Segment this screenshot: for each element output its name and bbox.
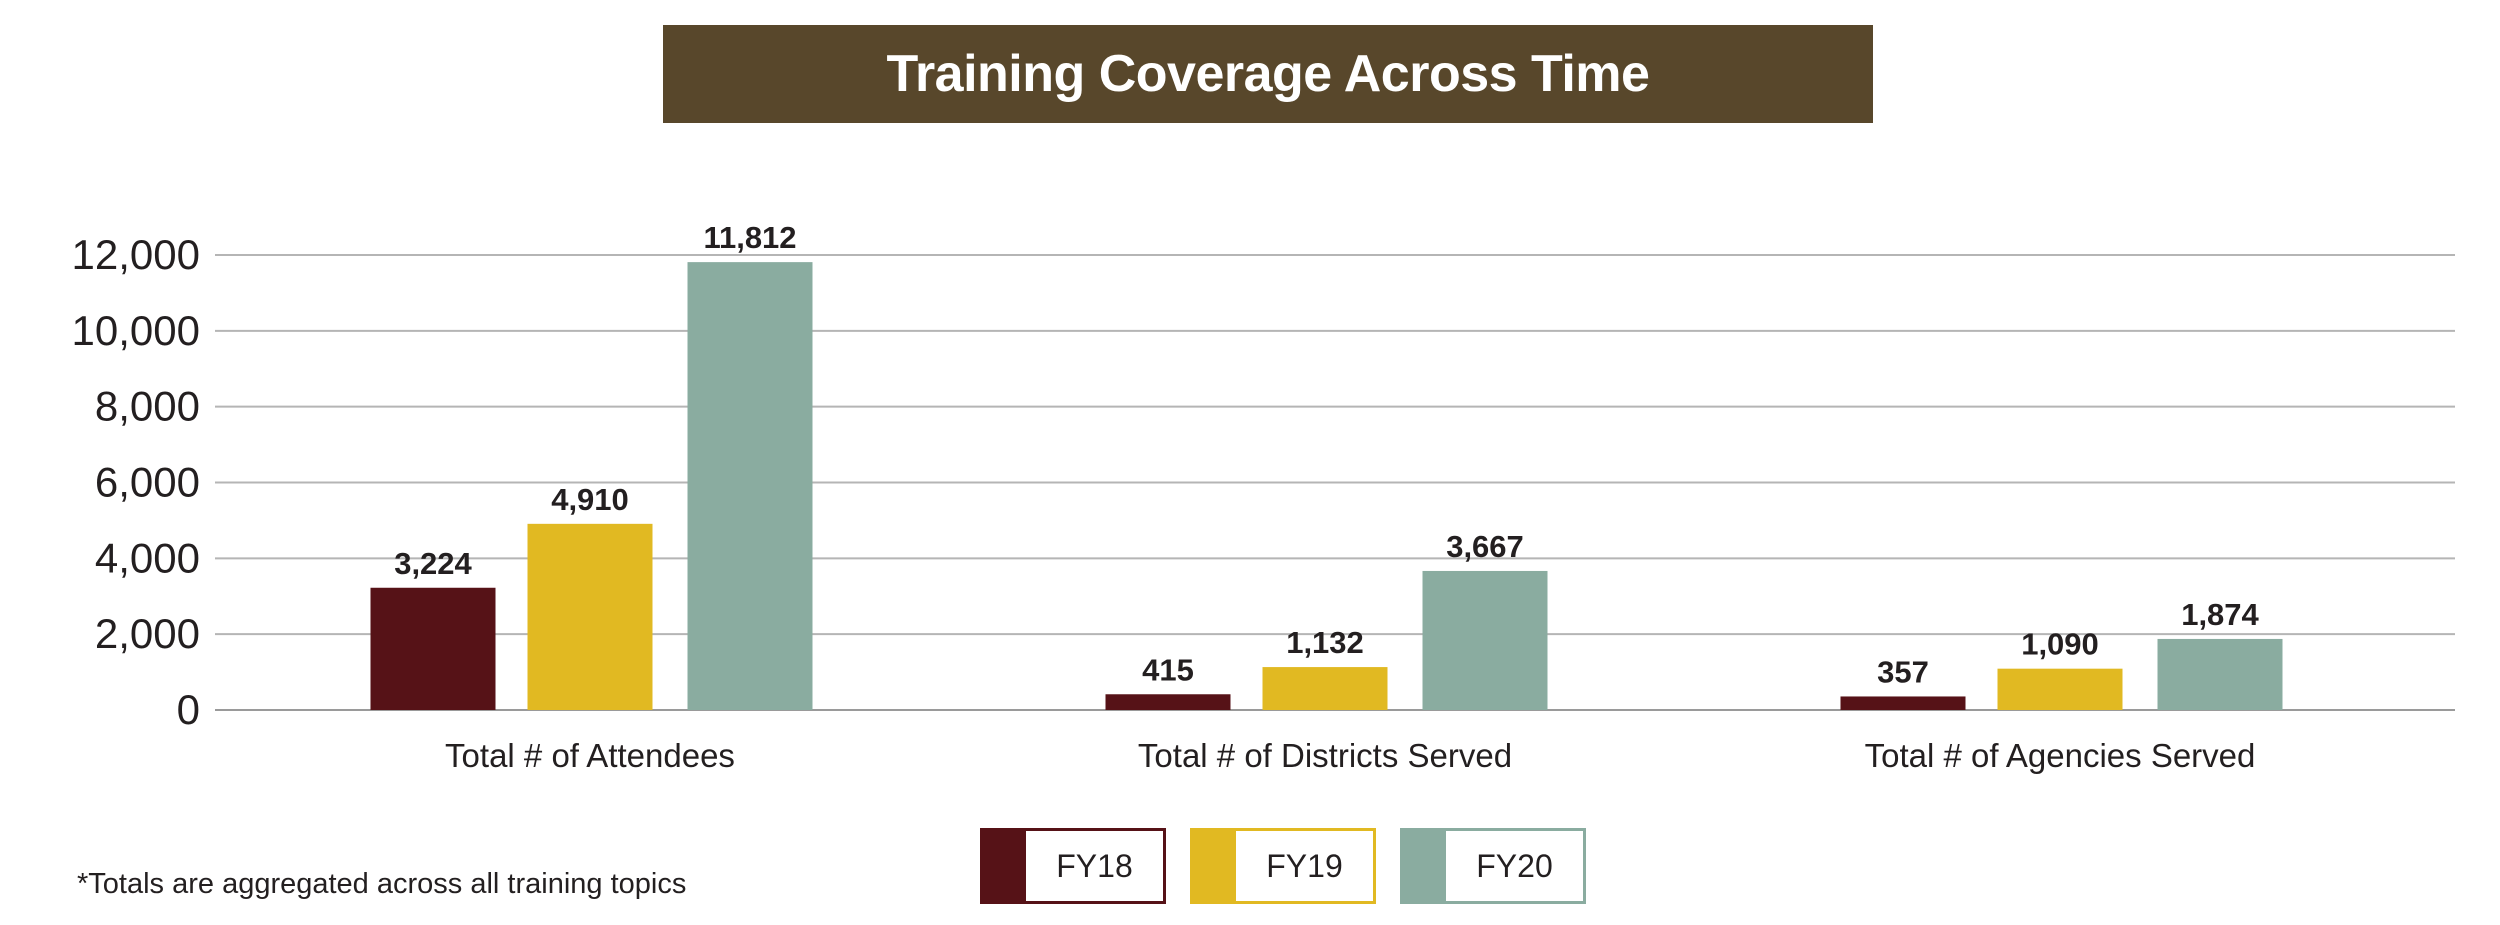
bar <box>527 523 653 710</box>
data-label: 3,667 <box>1446 529 1524 564</box>
bar <box>1422 570 1548 710</box>
y-tick-label: 4,000 <box>95 534 200 581</box>
data-label: 357 <box>1877 654 1929 689</box>
bar <box>1840 696 1966 710</box>
data-label: 11,812 <box>703 220 796 255</box>
data-label: 3,224 <box>394 546 472 581</box>
legend-label-fy18: FY18 <box>1056 847 1133 884</box>
legend-label-fy19: FY19 <box>1266 847 1343 884</box>
y-tick-label: 0 <box>177 686 200 733</box>
y-tick-label: 8,000 <box>95 383 200 430</box>
x-category-label: Total # of Attendees <box>445 737 735 774</box>
data-label: 4,910 <box>551 482 629 517</box>
legend-item-fy19: FY19 <box>1190 828 1376 904</box>
legend-swatch-fy18 <box>983 831 1026 901</box>
y-tick-label: 12,000 <box>72 231 200 278</box>
bar <box>1105 694 1231 710</box>
legend-label-fy20: FY20 <box>1476 847 1553 884</box>
legend-item-fy18: FY18 <box>980 828 1166 904</box>
y-tick-label: 10,000 <box>72 307 200 354</box>
y-tick-label: 2,000 <box>95 610 200 657</box>
footnote: *Totals are aggregated across all traini… <box>77 868 687 900</box>
data-label: 1,090 <box>2021 627 2099 662</box>
data-label: 415 <box>1142 652 1194 687</box>
chart-title: Training Coverage Across Time <box>886 45 1650 103</box>
y-tick-label: 6,000 <box>95 459 200 506</box>
legend-swatch-fy20 <box>1403 831 1446 901</box>
bar <box>370 587 496 710</box>
bar <box>2157 638 2283 710</box>
bar <box>1262 667 1388 710</box>
bar <box>687 262 813 710</box>
legend-swatch-fy19 <box>1193 831 1236 901</box>
legend-item-fy20: FY20 <box>1400 828 1586 904</box>
x-category-label: Total # of Agencies Served <box>1865 737 2256 774</box>
chart-title-banner: Training Coverage Across Time <box>663 25 1873 123</box>
x-category-label: Total # of Districts Served <box>1138 737 1512 774</box>
data-label: 1,132 <box>1286 625 1364 660</box>
data-label: 1,874 <box>2181 597 2259 632</box>
bar <box>1997 668 2123 710</box>
